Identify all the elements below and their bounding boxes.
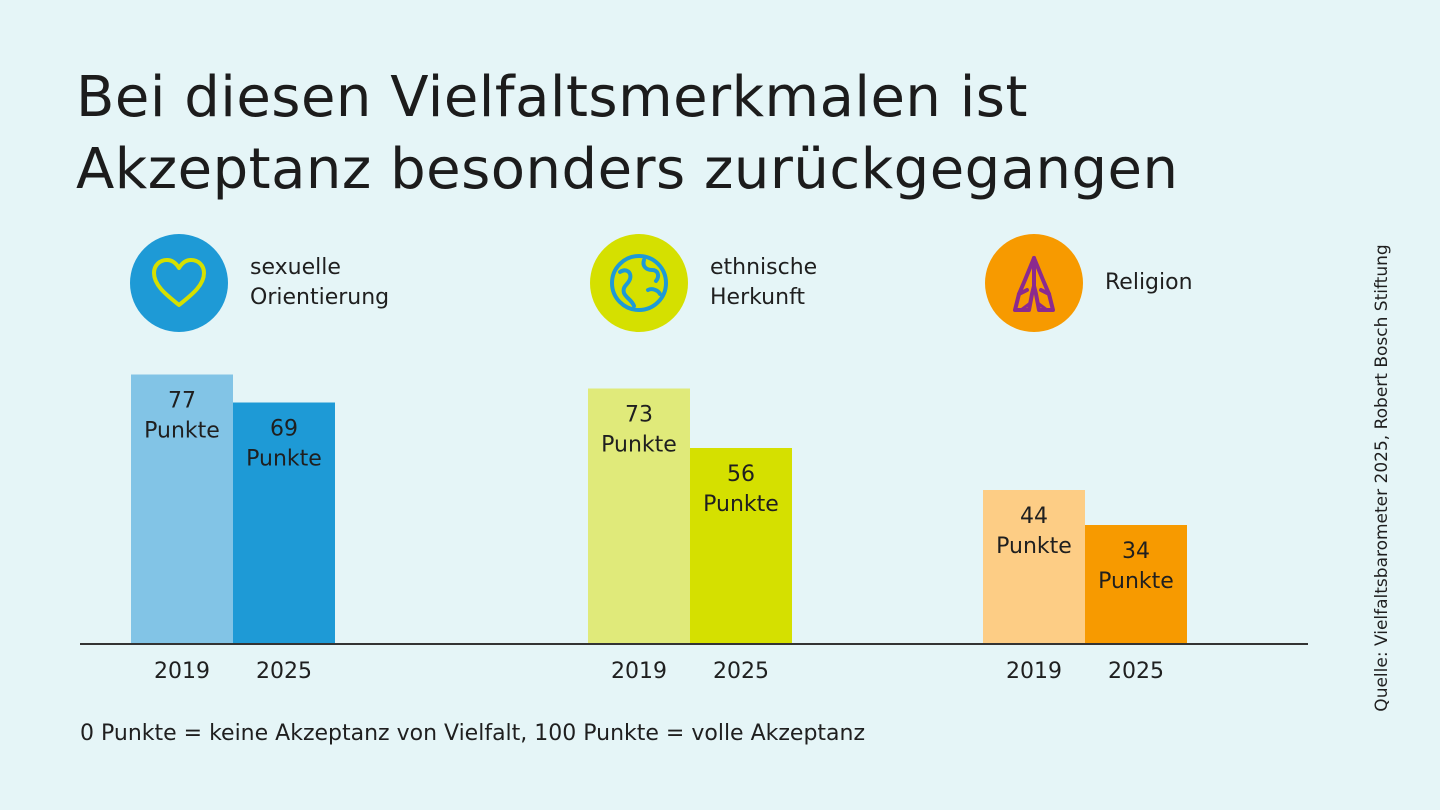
x-tick-label: 2019: [611, 659, 667, 684]
globe-icon: [610, 254, 668, 312]
religion-icon-circle: [985, 234, 1083, 332]
bar-unit-label: Punkte: [996, 534, 1072, 559]
bar-value-label: 73: [625, 403, 653, 428]
x-tick-label: 2019: [1006, 659, 1062, 684]
bar-value-label: 34: [1122, 539, 1150, 564]
bar-2025-3: [1085, 525, 1187, 644]
group-label-line: Religion: [1105, 270, 1193, 295]
group-label-religion: Religion: [1105, 234, 1193, 332]
group-label-line: sexuelle: [250, 255, 341, 280]
title-line-1: Bei diesen Vielfaltsmerkmalen ist: [76, 65, 1028, 130]
chart-title: Bei diesen Vielfaltsmerkmalen ist Akzept…: [76, 62, 1336, 206]
title-line-2: Akzeptanz besonders zurückgegangen: [76, 137, 1179, 202]
praying-hands-icon: [1013, 256, 1055, 312]
group-label-line: Orientierung: [250, 285, 390, 310]
heart-icon: [152, 258, 206, 307]
x-tick-label: 2025: [256, 659, 312, 684]
bar-2019-2: [588, 388, 690, 644]
bar-unit-label: Punkte: [144, 419, 220, 444]
group-label-line: Herkunft: [710, 285, 806, 310]
bar-2019-1: [131, 374, 233, 644]
group-label-line: ethnische: [710, 255, 818, 280]
bar-unit-label: Punkte: [246, 447, 322, 472]
bar-2025-1: [233, 402, 335, 644]
group-label-sexual-orientation: sexuelle Orientierung: [250, 234, 389, 332]
bar-value-label: 69: [270, 417, 298, 442]
footnote: 0 Punkte = keine Akzeptanz von Vielfalt,…: [80, 721, 866, 746]
bar-unit-label: Punkte: [601, 433, 677, 458]
source-note: Quelle: Vielfaltsbarometer 2025, Robert …: [1372, 244, 1392, 712]
ethnic-origin-icon-circle: [590, 234, 688, 332]
bar-unit-label: Punkte: [1098, 569, 1174, 594]
x-tick-label: 2019: [154, 659, 210, 684]
bar-value-label: 77: [168, 389, 196, 414]
group-label-ethnic-origin: ethnische Herkunft: [710, 234, 817, 332]
sexual-orientation-icon-circle: [130, 234, 228, 332]
bar-unit-label: Punkte: [703, 492, 779, 517]
bar-value-label: 56: [727, 462, 755, 487]
bar-2019-3: [983, 490, 1085, 644]
bar-value-label: 44: [1020, 504, 1048, 529]
bar-2025-2: [690, 448, 792, 644]
x-tick-label: 2025: [713, 659, 769, 684]
x-tick-label: 2025: [1108, 659, 1164, 684]
